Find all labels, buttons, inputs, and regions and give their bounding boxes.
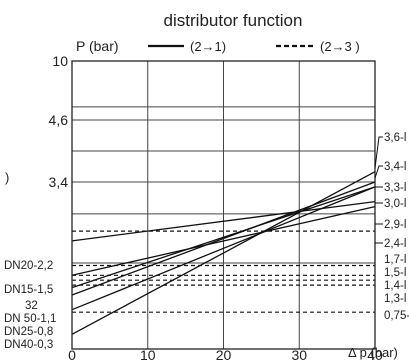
solid-series-line-5 bbox=[71, 171, 376, 335]
x-tick-label-4: 40 bbox=[367, 347, 383, 360]
legend-label-1: (2→3 ) bbox=[320, 39, 360, 54]
x-tick-label-3: 30 bbox=[291, 347, 307, 360]
right-label-5: 2,4-l bbox=[384, 238, 406, 250]
right-label-3: 3,0-l bbox=[384, 198, 406, 210]
right-label-0: 3,6-l bbox=[384, 132, 406, 144]
right-label-1: 3,4-l bbox=[384, 161, 406, 173]
x-tick-label-1: 10 bbox=[140, 347, 156, 360]
y-tick-label-2: 10 bbox=[52, 53, 68, 69]
legend-label-0: (2→1) bbox=[190, 39, 226, 54]
plot-frame bbox=[71, 60, 376, 350]
solid-series-line-2 bbox=[71, 186, 376, 289]
tick-labels: 0 10 20 30 40 3,4 4,6 10 bbox=[49, 53, 383, 360]
solid-series-line-4 bbox=[71, 186, 376, 311]
left-label-0: DN20-2,2 bbox=[4, 260, 53, 272]
x-tick-label-0: 0 bbox=[68, 347, 76, 360]
x-tick-label-2: 20 bbox=[216, 347, 232, 360]
y-axis-label: P (bar) bbox=[76, 38, 119, 54]
right-label-8: 1,4-l bbox=[384, 280, 406, 292]
left-label-5: DN40-0,3 bbox=[4, 339, 53, 351]
right-label-9: 1,3-l bbox=[384, 293, 406, 305]
solid-series-line-3 bbox=[71, 181, 376, 296]
grid bbox=[71, 60, 376, 349]
solid-series-line-0 bbox=[71, 200, 376, 242]
left-label-1: DN15-1,5 bbox=[4, 284, 53, 296]
right-label-4: 2,9-l bbox=[384, 219, 406, 231]
right-leader-1 bbox=[374, 165, 383, 179]
chart-title: distributor function bbox=[164, 11, 303, 30]
right-leader-0 bbox=[374, 136, 383, 169]
left-label-3: DN 50-1,1 bbox=[4, 313, 56, 325]
series-layer bbox=[71, 171, 376, 335]
right-label-2: 3,3-l bbox=[384, 182, 406, 194]
solid-series-line-1 bbox=[71, 205, 376, 276]
right-label-10: 0,75-l bbox=[384, 310, 409, 322]
left-label-4: DN25-0,8 bbox=[4, 326, 53, 338]
y-tick-label-0: 3,4 bbox=[49, 174, 69, 190]
right-label-7: 1,5-l bbox=[384, 267, 406, 279]
y-tick-label-1: 4,6 bbox=[49, 112, 69, 128]
left-label-2: 32 bbox=[25, 300, 38, 312]
legend: (2→1) (2→3 ) bbox=[148, 39, 360, 54]
side-mark: ) bbox=[5, 170, 9, 185]
right-label-6: 1,7-l bbox=[384, 254, 406, 266]
